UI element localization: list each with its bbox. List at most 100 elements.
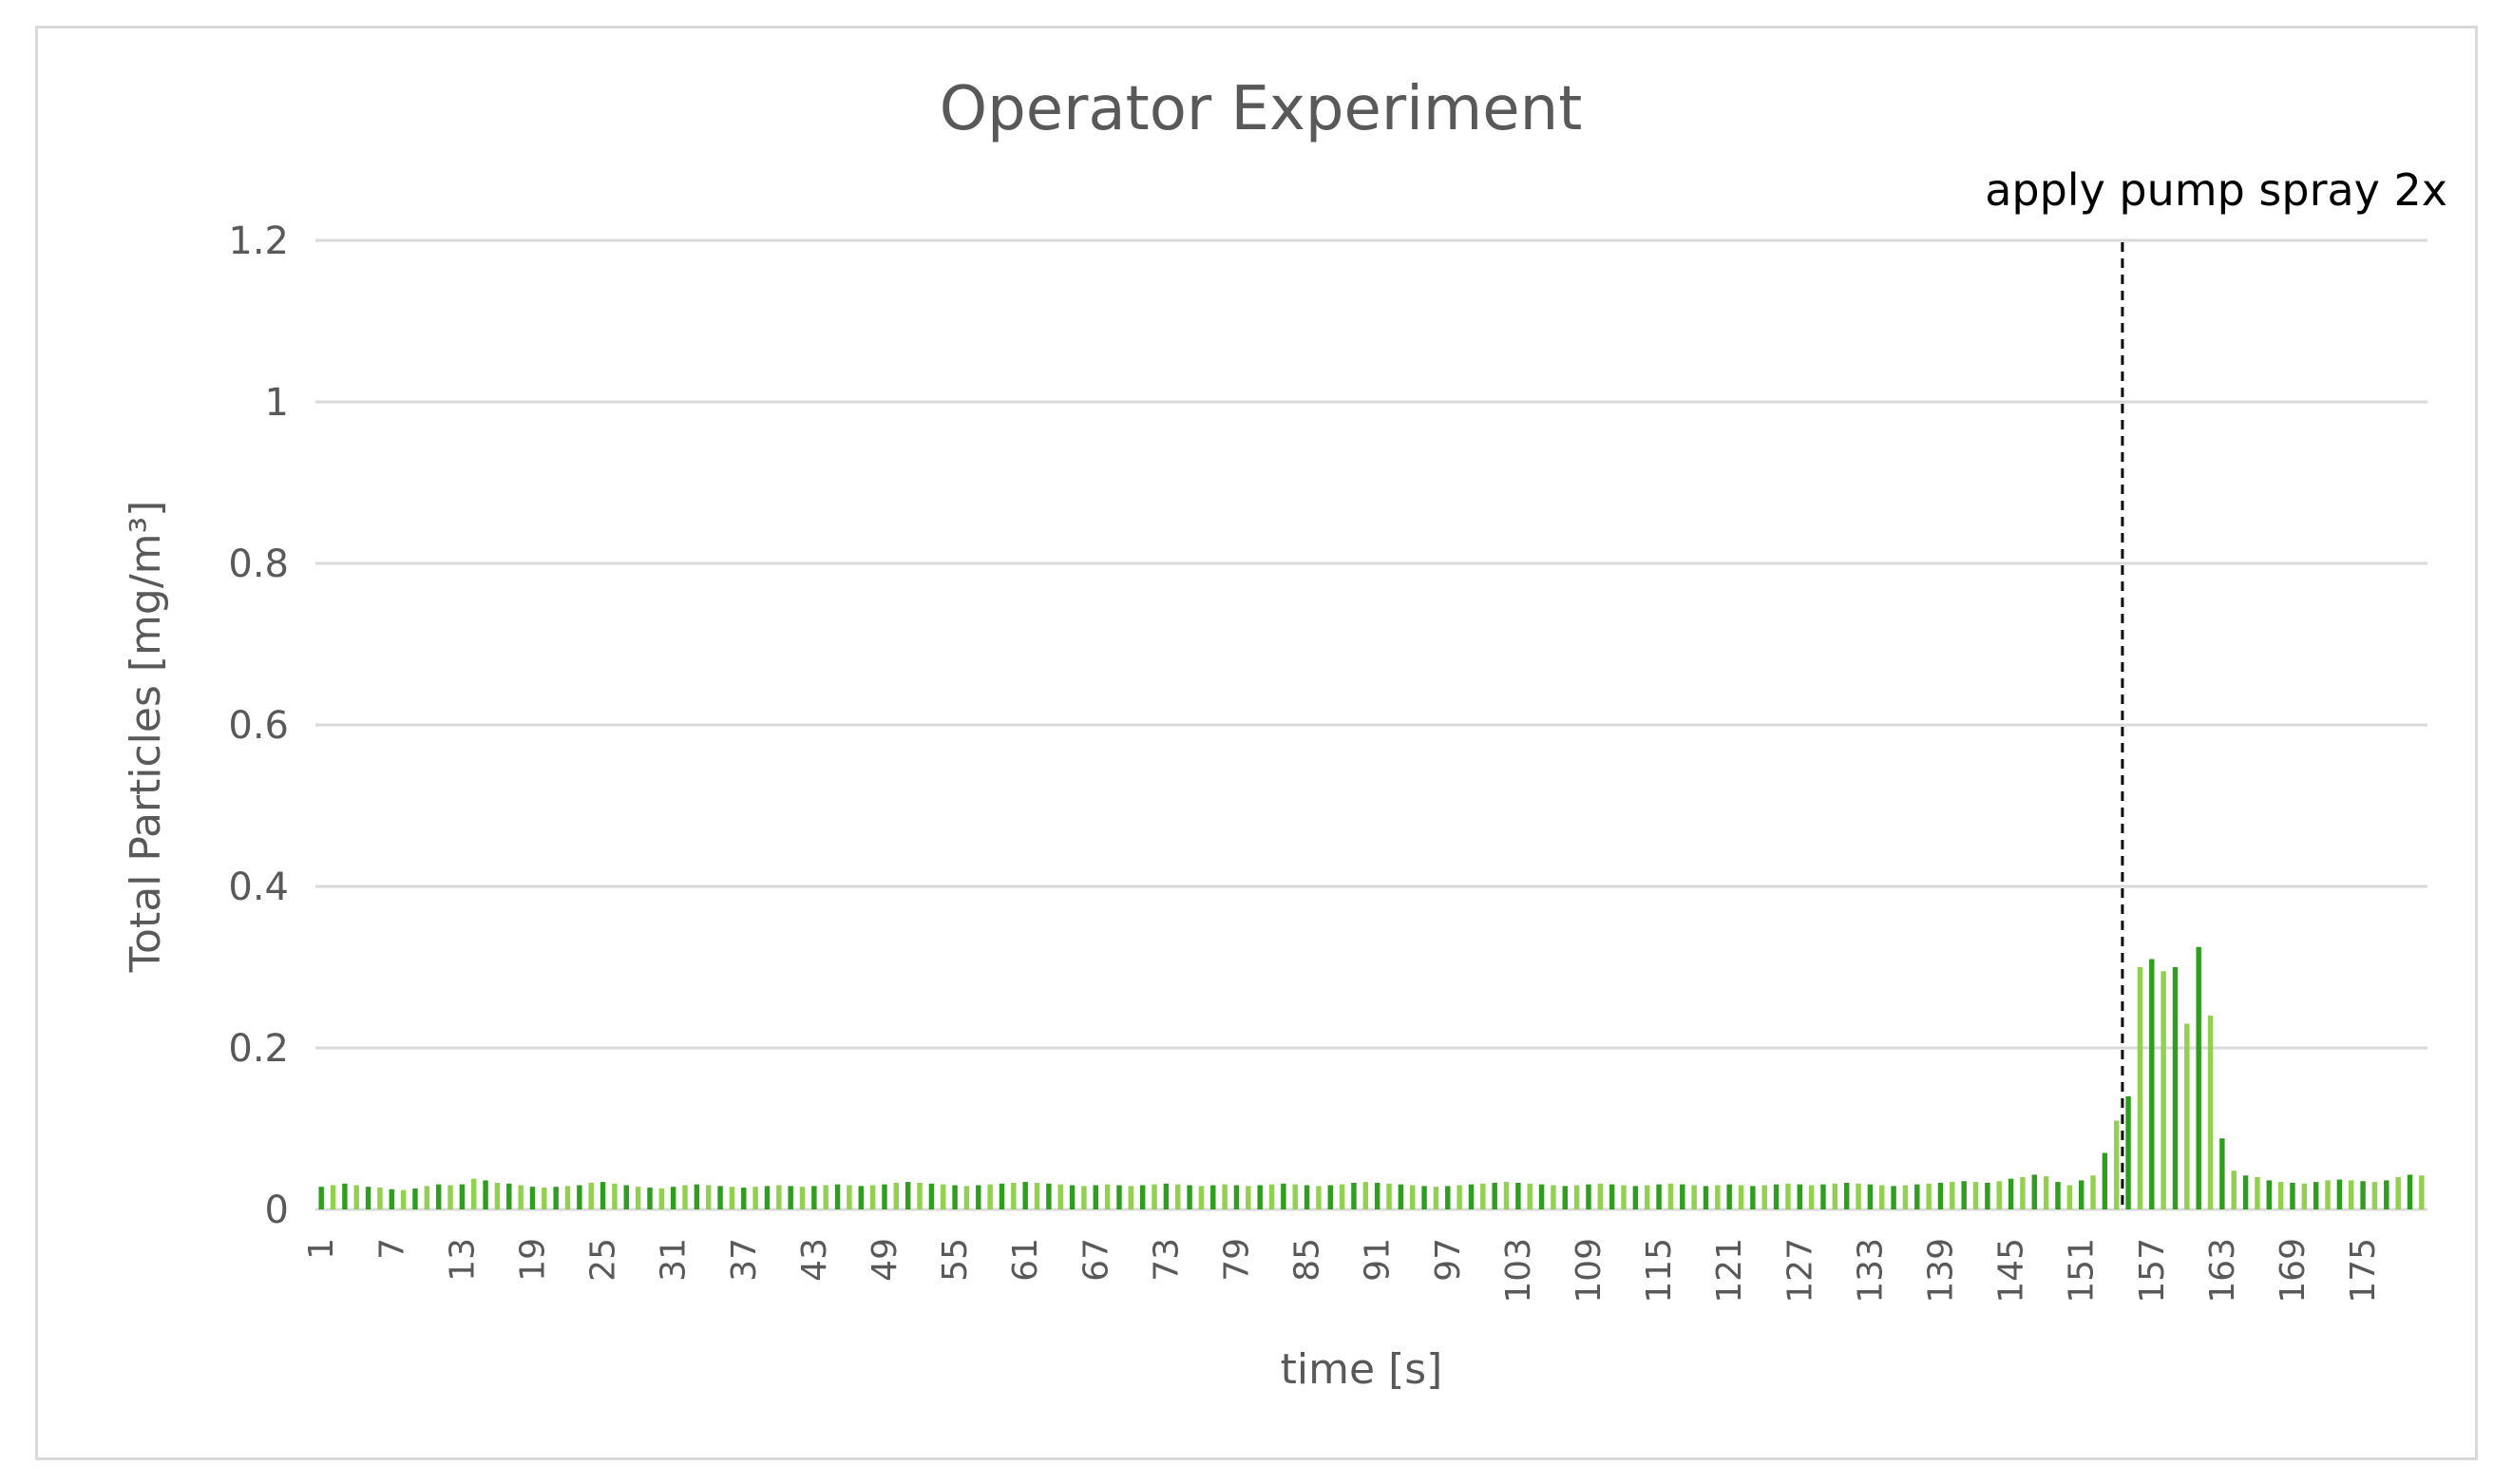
bar-t38 [752, 1187, 758, 1209]
x-tick-label: 67 [1076, 1238, 1115, 1282]
bar-t19 [529, 1187, 536, 1209]
bar-t27 [623, 1185, 629, 1209]
bar-t60 [1011, 1182, 1017, 1209]
bar-t22 [564, 1186, 571, 1209]
bar-t9 [412, 1188, 418, 1209]
bar-t149 [2055, 1182, 2061, 1209]
bar-t129 [1820, 1184, 1826, 1209]
bar-t77 [1210, 1185, 1216, 1209]
bar-t155 [2125, 1096, 2131, 1209]
bar-t117 [1680, 1184, 1685, 1209]
bar-t47 [858, 1186, 864, 1209]
bar-t10 [424, 1186, 430, 1209]
bar-t93 [1398, 1184, 1404, 1209]
bar-t103 [1515, 1182, 1521, 1209]
bar-t79 [1233, 1185, 1240, 1209]
grid-layer [315, 238, 2427, 1211]
bar-t88 [1339, 1184, 1345, 1209]
bar-t36 [729, 1187, 735, 1209]
x-tick-label: 91 [1359, 1238, 1398, 1282]
bar-t92 [1386, 1183, 1392, 1209]
bar-t40 [776, 1185, 782, 1209]
x-tick-label: 61 [1006, 1238, 1045, 1282]
bar-t109 [1586, 1184, 1591, 1209]
y-tick-label: 0.8 [228, 542, 289, 586]
bar-t55 [952, 1185, 958, 1209]
bar-t87 [1327, 1185, 1333, 1209]
x-tick-layer: 1 7 13 19 25 31 37 43 49 55 61 67 73 79 85 91 97 103 109 11… [302, 1238, 2383, 1303]
bar-t104 [1527, 1183, 1533, 1209]
bar-t90 [1362, 1182, 1369, 1209]
bar-t69 [1116, 1185, 1122, 1209]
bar-t145 [2008, 1178, 2014, 1209]
bar-t85 [1304, 1185, 1310, 1209]
bar-t168 [2277, 1182, 2284, 1209]
bar-t66 [1081, 1186, 1087, 1209]
bar-t33 [694, 1184, 700, 1209]
bar-t133 [1867, 1184, 1874, 1209]
bar-t75 [1187, 1185, 1192, 1209]
bar-t139 [1937, 1182, 1944, 1209]
bar-t118 [1691, 1185, 1697, 1209]
bar-t23 [577, 1185, 582, 1209]
x-tick-label: 37 [725, 1238, 764, 1282]
bar-t2 [330, 1185, 336, 1209]
y-axis-label: Total Particles [mg/m³] [122, 501, 170, 974]
bar-t56 [963, 1186, 970, 1209]
bar-t144 [1996, 1181, 2002, 1209]
bar-t67 [1093, 1185, 1098, 1209]
bar-t122 [1738, 1185, 1744, 1209]
bar-t102 [1503, 1182, 1510, 1209]
bar-t140 [1950, 1182, 1955, 1209]
bar-t158 [2161, 971, 2166, 1209]
x-tick-label: 79 [1217, 1238, 1256, 1282]
bar-t84 [1292, 1184, 1298, 1209]
x-tick-label: 7 [372, 1238, 411, 1260]
bar-t81 [1257, 1185, 1263, 1209]
bar-t152 [2090, 1175, 2096, 1209]
bar-t177 [2384, 1180, 2389, 1209]
bar-t70 [1128, 1186, 1134, 1209]
y-tick-layer: 0 0.2 0.4 0.6 0.8 1 1.2 [228, 219, 289, 1232]
bar-t89 [1351, 1182, 1357, 1209]
bar-t114 [1645, 1185, 1650, 1209]
bar-t170 [2301, 1183, 2308, 1209]
bar-t176 [2371, 1182, 2378, 1209]
y-tick-label: 1.2 [228, 219, 289, 263]
bar-t95 [1421, 1186, 1427, 1209]
bar-t141 [1961, 1181, 1967, 1209]
bar-t105 [1538, 1184, 1545, 1209]
bar-t1 [318, 1187, 324, 1209]
bar-t135 [1891, 1186, 1896, 1209]
chart-title: Operator Experiment [940, 74, 1583, 144]
bar-t132 [1856, 1183, 1861, 1209]
x-tick-label: 157 [2133, 1238, 2172, 1303]
y-tick-label: 0 [265, 1189, 289, 1232]
x-tick-label: 121 [1710, 1238, 1749, 1303]
x-axis-label: time [s] [1281, 1345, 1443, 1394]
bar-t29 [647, 1188, 653, 1209]
bar-t58 [987, 1184, 993, 1209]
bar-t147 [2031, 1174, 2037, 1209]
bar-t172 [2325, 1180, 2331, 1209]
bar-t160 [2184, 1023, 2190, 1209]
bar-t164 [2231, 1170, 2237, 1209]
x-tick-label: 109 [1570, 1238, 1609, 1303]
bar-t115 [1656, 1184, 1662, 1209]
bar-t148 [2043, 1176, 2049, 1209]
bar-t44 [823, 1185, 828, 1209]
x-tick-label: 145 [1992, 1238, 2031, 1303]
bar-t159 [2172, 967, 2179, 1209]
bar-t63 [1046, 1183, 1052, 1209]
y-tick-label: 0.2 [228, 1027, 289, 1071]
bar-t62 [1034, 1182, 1040, 1209]
bar-t32 [682, 1185, 688, 1209]
bar-t91 [1374, 1182, 1380, 1209]
bar-t13 [459, 1184, 466, 1209]
bar-t162 [2207, 1016, 2214, 1209]
annotation-layer: apply pump spray 2x [1985, 164, 2447, 1209]
bar-t165 [2242, 1175, 2249, 1209]
bar-t45 [834, 1184, 841, 1209]
